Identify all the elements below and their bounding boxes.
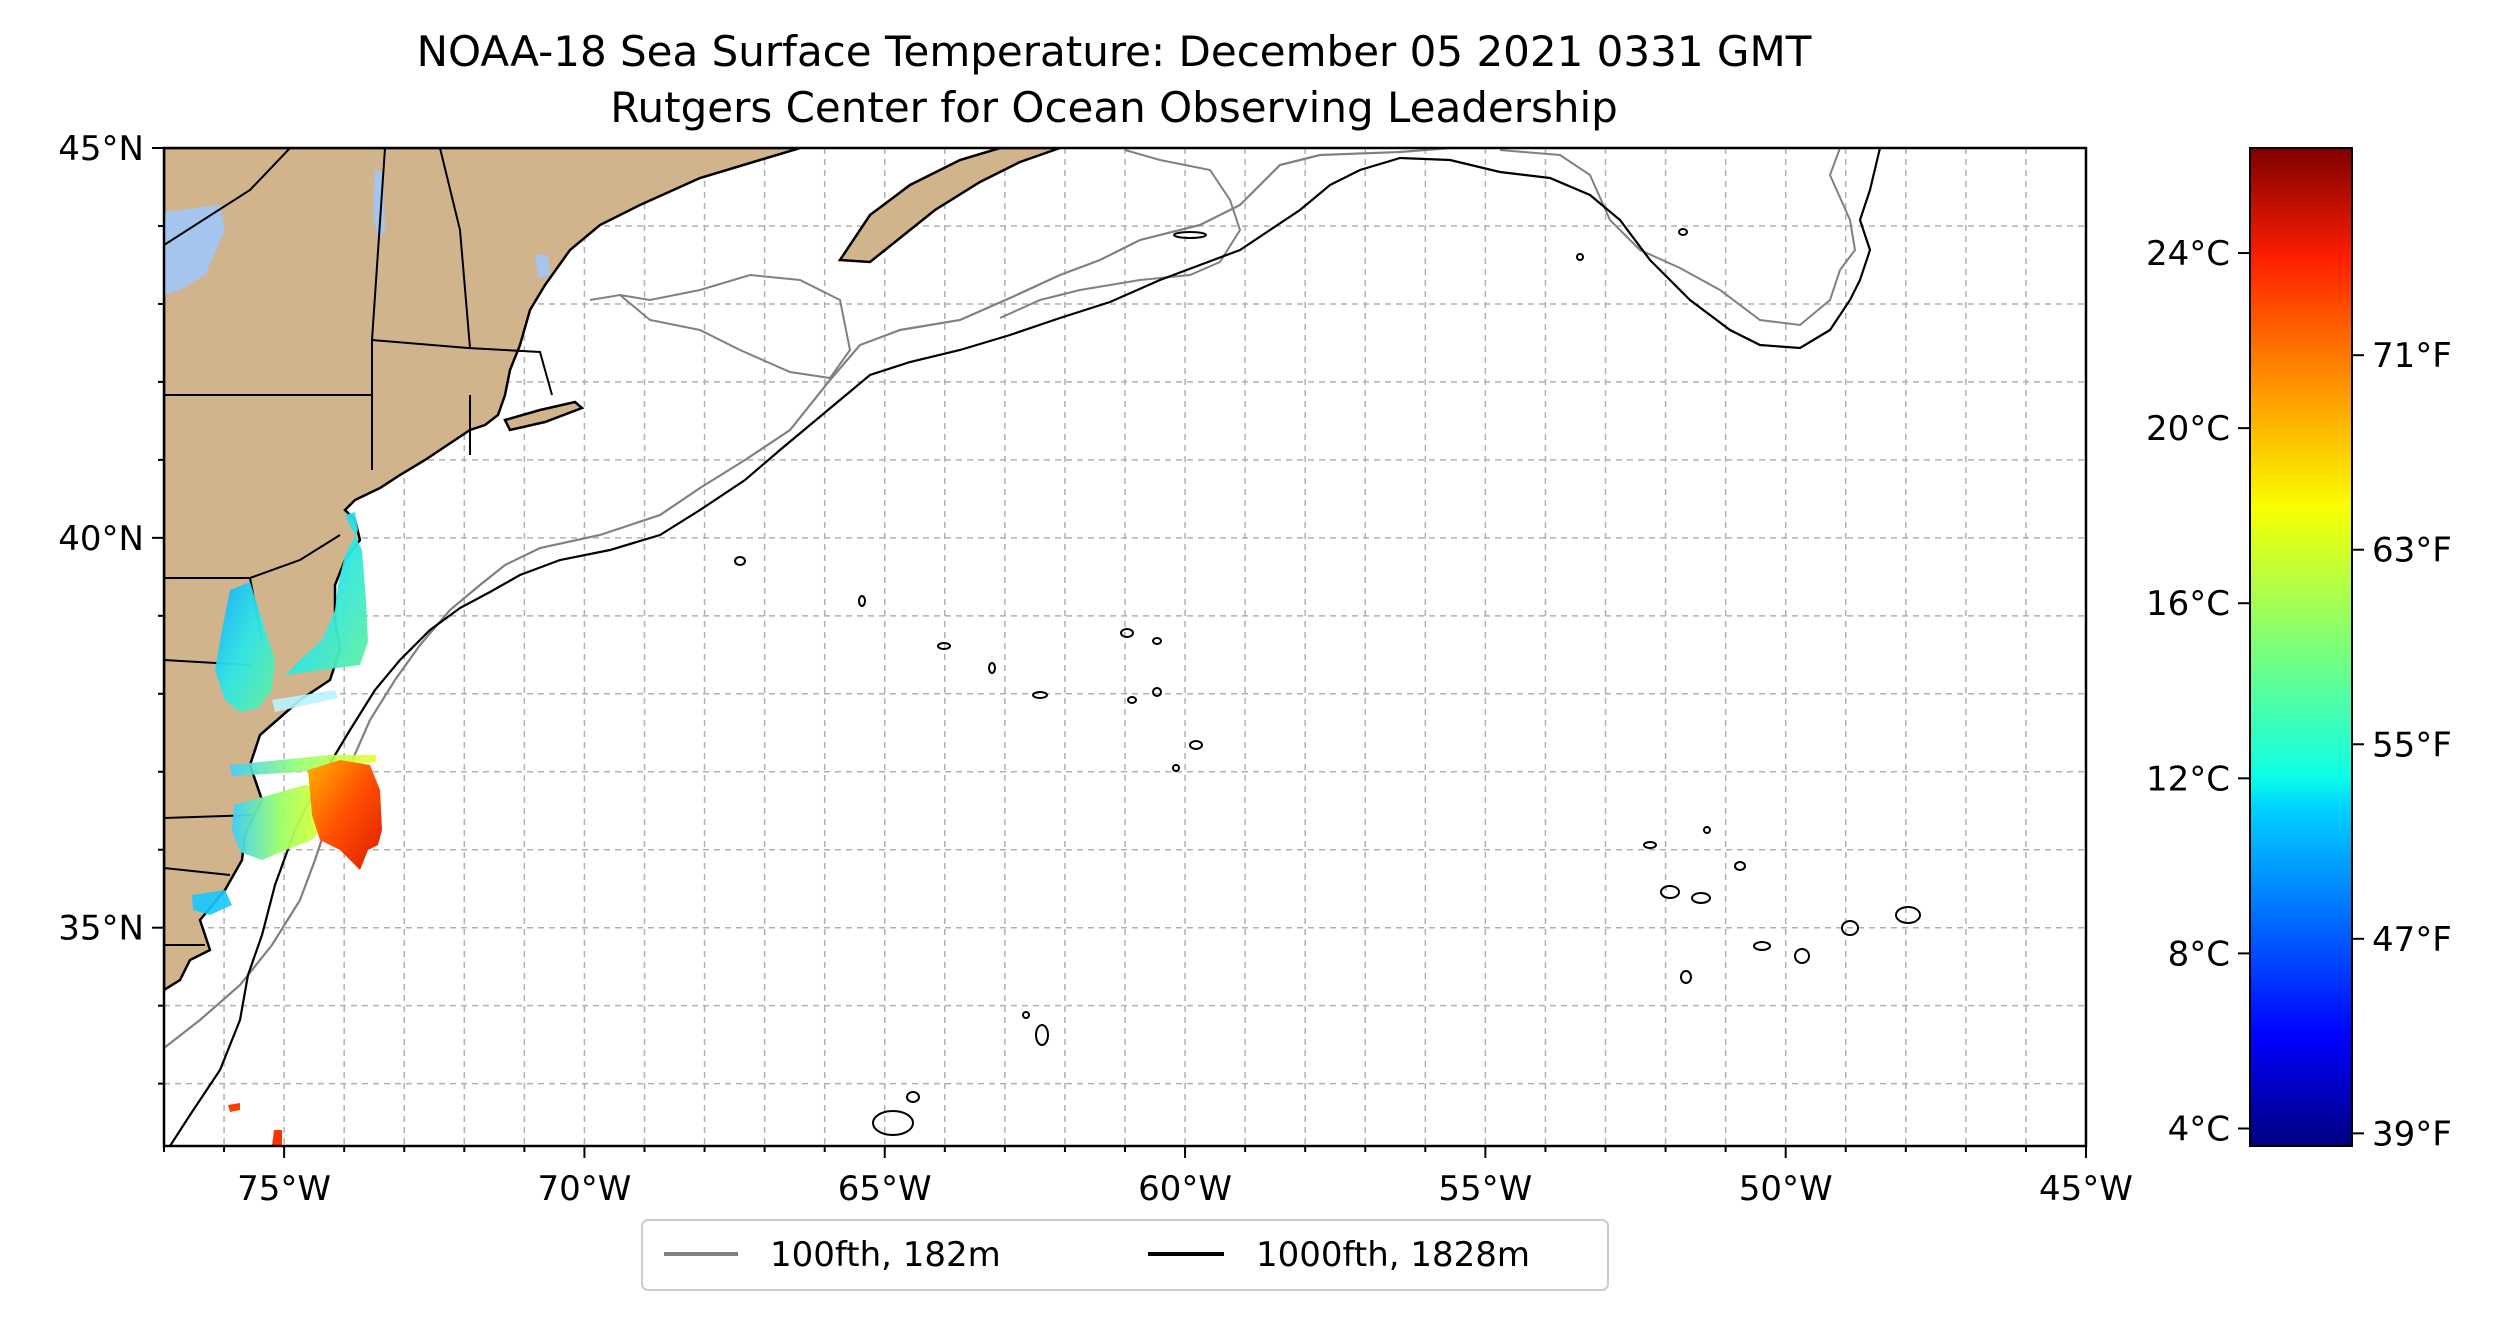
map-subtitle: Rutgers Center for Ocean Observing Leade… — [610, 83, 1618, 132]
x-tick-label: 65°W — [838, 1169, 932, 1209]
legend-box — [641, 1219, 1609, 1291]
temperature-colorbar: 4°C 8°C 12°C 16°C 20°C 24°C 39°F 47°F 55°F 63°F 7… — [2146, 147, 2452, 1154]
sst-speck — [272, 1130, 282, 1146]
sst-patch-delaware — [285, 512, 368, 675]
seamount — [1841, 920, 1859, 936]
lakes-layer — [164, 170, 550, 295]
latitude-axis: 45°N 40°N 35°N — [58, 129, 164, 1085]
seamount — [872, 1110, 914, 1136]
seamount — [1660, 885, 1680, 899]
x-tick-label: 70°W — [537, 1169, 631, 1209]
x-tick-label: 60°W — [1138, 1169, 1232, 1209]
seamount — [1152, 637, 1162, 645]
seamount — [1576, 253, 1584, 261]
sst-streak — [272, 690, 338, 712]
fahrenheit-tick-label: 63°F — [2372, 531, 2452, 571]
celsius-tick-label: 4°C — [2168, 1109, 2230, 1149]
colorbar-celsius-ticks: 4°C 8°C 12°C 16°C 20°C 24°C — [2146, 234, 2250, 1149]
seamount — [1643, 841, 1657, 849]
seamount — [1678, 228, 1688, 236]
celsius-tick-label: 24°C — [2146, 234, 2230, 274]
legend-label-1000fth: 1000fth, 1828m — [1256, 1235, 1530, 1275]
lake — [164, 205, 225, 295]
legend-label-100fth: 100fth, 182m — [770, 1235, 1001, 1275]
political-borders — [164, 148, 553, 946]
y-tick-label: 35°N — [58, 909, 144, 949]
seamount — [1120, 628, 1134, 638]
seamount — [988, 662, 996, 674]
seamount — [1680, 970, 1692, 984]
celsius-tick-label: 12°C — [2146, 759, 2230, 799]
sst-speck — [228, 1103, 240, 1112]
longitude-axis: 75°W 70°W 65°W 60°W 55°W 50°W 45°W — [163, 1146, 2133, 1209]
x-tick-label: 75°W — [237, 1169, 331, 1209]
x-tick-label: 55°W — [1438, 1169, 1532, 1209]
isobath-1000fth — [169, 148, 1882, 1146]
seamount — [1703, 826, 1711, 834]
seamount — [734, 556, 746, 566]
seamount — [858, 595, 866, 607]
celsius-tick-label: 20°C — [2146, 409, 2230, 449]
colorbar-fahrenheit-ticks: 39°F 47°F 55°F 63°F 71°F — [2352, 336, 2452, 1154]
fahrenheit-tick-label: 55°F — [2372, 725, 2452, 765]
seamount — [1035, 1024, 1049, 1046]
fahrenheit-tick-label: 39°F — [2372, 1114, 2452, 1154]
seamount — [1173, 231, 1207, 239]
us-east-coast-land — [164, 148, 801, 992]
map-title: NOAA-18 Sea Surface Temperature: Decembe… — [417, 27, 1812, 76]
celsius-tick-label: 8°C — [2168, 934, 2230, 974]
seamount — [906, 1091, 920, 1103]
nova-scotia-land — [837, 148, 1061, 264]
seamount — [1032, 691, 1048, 699]
fahrenheit-tick-label: 47°F — [2372, 920, 2452, 960]
sst-patch-pamlico — [192, 890, 232, 915]
seamount — [1172, 764, 1180, 772]
isobath-legend: 100fth, 182m 1000fth, 1828m — [641, 1219, 1609, 1291]
x-tick-label: 50°W — [1739, 1169, 1833, 1209]
seamount — [1753, 941, 1771, 951]
colorbar-gradient — [2249, 147, 2353, 1147]
isobath-100fth — [999, 149, 1242, 319]
x-tick-label: 45°W — [2039, 1169, 2133, 1209]
map-plot-area — [164, 148, 2086, 1146]
seamount — [1734, 861, 1746, 871]
seamount — [1691, 892, 1711, 904]
seamount — [1022, 1011, 1030, 1019]
fahrenheit-tick-label: 71°F — [2372, 336, 2452, 376]
isobath-100fth — [1499, 148, 1857, 327]
sst-patch-hatteras-cool — [232, 785, 328, 860]
sst-patch-gulf-stream — [308, 760, 382, 870]
seamount — [1895, 906, 1921, 924]
y-tick-label: 40°N — [58, 519, 144, 559]
lake — [535, 255, 550, 278]
sst-swath — [192, 512, 382, 1146]
seamount — [1794, 948, 1810, 964]
celsius-tick-label: 16°C — [2146, 584, 2230, 624]
land-layer — [164, 148, 1061, 992]
seamount — [1127, 696, 1137, 704]
isobath-100fth — [589, 273, 852, 380]
seamounts — [734, 228, 1921, 1136]
seamount — [937, 642, 951, 650]
long-island-land — [503, 400, 585, 432]
sst-patch-chesapeake — [215, 582, 275, 712]
y-tick-label: 45°N — [58, 129, 144, 169]
seamount — [1152, 687, 1162, 697]
seamount — [1189, 740, 1203, 750]
